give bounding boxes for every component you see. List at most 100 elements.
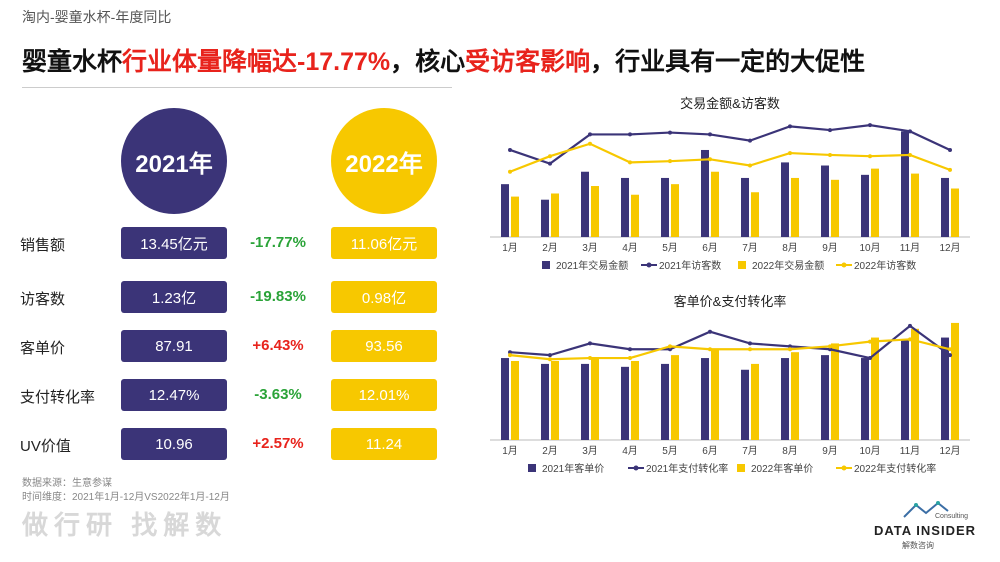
point — [948, 347, 952, 352]
x-tick-label: 5月 — [662, 445, 678, 457]
legend-label: 2021年客单价 — [542, 462, 604, 475]
bar — [821, 355, 829, 440]
chart-aov-conversion: 客单价&支付转化率 1月 2月 3月 4月 5月 6月 7月 8月 9月 10月 11月 12月 2021… — [490, 294, 970, 475]
metric-value-2022: 11.24 — [331, 428, 437, 460]
point — [668, 159, 672, 164]
bar — [861, 358, 869, 440]
metric-label: 支付转化率 — [20, 389, 96, 406]
x-tick-label: 3月 — [582, 445, 598, 457]
point — [828, 344, 832, 349]
bar — [501, 184, 509, 237]
metric-label: 访客数 — [20, 291, 66, 308]
bar — [821, 165, 829, 237]
time-range: 时间维度：2021年1月-12月VS2022年1月-12月 — [22, 492, 230, 503]
chart-title: 交易金额&访客数 — [680, 96, 780, 111]
bar — [501, 358, 509, 440]
headline-part-2: 行业体量降幅达-17.77% — [122, 48, 391, 76]
bar — [941, 337, 949, 440]
bar — [711, 349, 719, 440]
series-line — [509, 142, 951, 173]
bar — [741, 177, 749, 237]
page-headline: 婴童水杯行业体量降幅达-17.77%，核心受访客影响，行业具有一定的大促性 — [22, 42, 865, 78]
point — [788, 151, 792, 156]
chart-sales-visitors: 交易金额&访客数 1月 2月 3月 4月 5月 6月 7月 8月 9月 10月 11月 12月 2021年… — [490, 96, 970, 272]
headline-part-3: ，核心 — [390, 48, 466, 76]
bar — [791, 177, 799, 237]
bar — [911, 328, 919, 440]
bar — [951, 322, 959, 440]
metric-change: -19.83% — [250, 288, 306, 305]
data-source: 数据来源：生意参谋 — [22, 478, 112, 489]
point — [628, 347, 632, 352]
x-tick-label: 10月 — [859, 242, 880, 254]
page-subtitle: 淘内-婴童水杯-年度同比 — [22, 9, 172, 25]
bar — [781, 358, 789, 440]
bar — [951, 188, 959, 237]
x-tick-label: 11月 — [900, 445, 920, 457]
point — [548, 154, 552, 159]
legend-label: 2022年客单价 — [751, 462, 813, 475]
bar — [631, 360, 639, 440]
bar — [551, 193, 559, 237]
bar — [741, 369, 749, 440]
point — [588, 132, 592, 137]
bar — [871, 168, 879, 237]
bar — [581, 363, 589, 440]
point — [508, 147, 512, 152]
bar — [511, 196, 519, 237]
legend-label: 2021年支付转化率 — [646, 462, 728, 475]
series-line — [509, 123, 951, 165]
x-tick-label: 6月 — [702, 445, 718, 457]
point — [588, 341, 592, 346]
chart-title: 客单价&支付转化率 — [674, 294, 787, 309]
x-tick-label: 11月 — [900, 242, 920, 254]
point — [508, 353, 512, 358]
point — [668, 347, 672, 352]
point — [708, 329, 712, 334]
point — [908, 337, 912, 342]
x-tick-label: 12月 — [939, 242, 960, 254]
point — [908, 129, 912, 134]
point — [788, 347, 792, 352]
legend-marker — [633, 465, 639, 471]
point — [708, 132, 712, 137]
bar — [621, 366, 629, 440]
x-tick-label: 6月 — [702, 242, 718, 254]
point — [868, 123, 872, 128]
x-tick-label: 5月 — [662, 242, 678, 254]
metric-value-2021: 13.45亿元 — [121, 227, 227, 259]
metric-change: +2.57% — [252, 435, 304, 452]
metric-value-2021: 1.23亿 — [121, 281, 227, 313]
point — [828, 152, 832, 157]
bar — [911, 173, 919, 237]
bar — [671, 355, 679, 440]
metric-change: -3.63% — [254, 386, 302, 403]
bar — [541, 363, 549, 440]
bar — [591, 186, 599, 237]
series-line — [509, 324, 951, 360]
x-tick-label: 1月 — [502, 445, 518, 457]
logo-name: DATA INSIDER — [874, 523, 977, 538]
bar — [751, 192, 759, 237]
x-tick-label: 8月 — [782, 445, 798, 457]
bar — [591, 358, 599, 440]
x-tick-label: 4月 — [622, 445, 638, 457]
point — [588, 141, 592, 146]
year-2021-circle: 2021年 — [121, 108, 227, 214]
point — [708, 157, 712, 162]
bar — [941, 177, 949, 237]
bar — [861, 174, 869, 237]
point — [588, 356, 592, 361]
bar — [781, 162, 789, 237]
bar — [621, 177, 629, 237]
bar — [831, 179, 839, 237]
point — [748, 341, 752, 346]
bar — [901, 131, 909, 237]
x-tick-label: 2月 — [542, 445, 558, 457]
legend-label: 2021年访客数 — [659, 259, 721, 272]
bar — [581, 171, 589, 237]
point — [548, 353, 552, 358]
metric-value-2021: 12.47% — [121, 379, 227, 411]
bar — [631, 194, 639, 237]
bar — [661, 363, 669, 440]
